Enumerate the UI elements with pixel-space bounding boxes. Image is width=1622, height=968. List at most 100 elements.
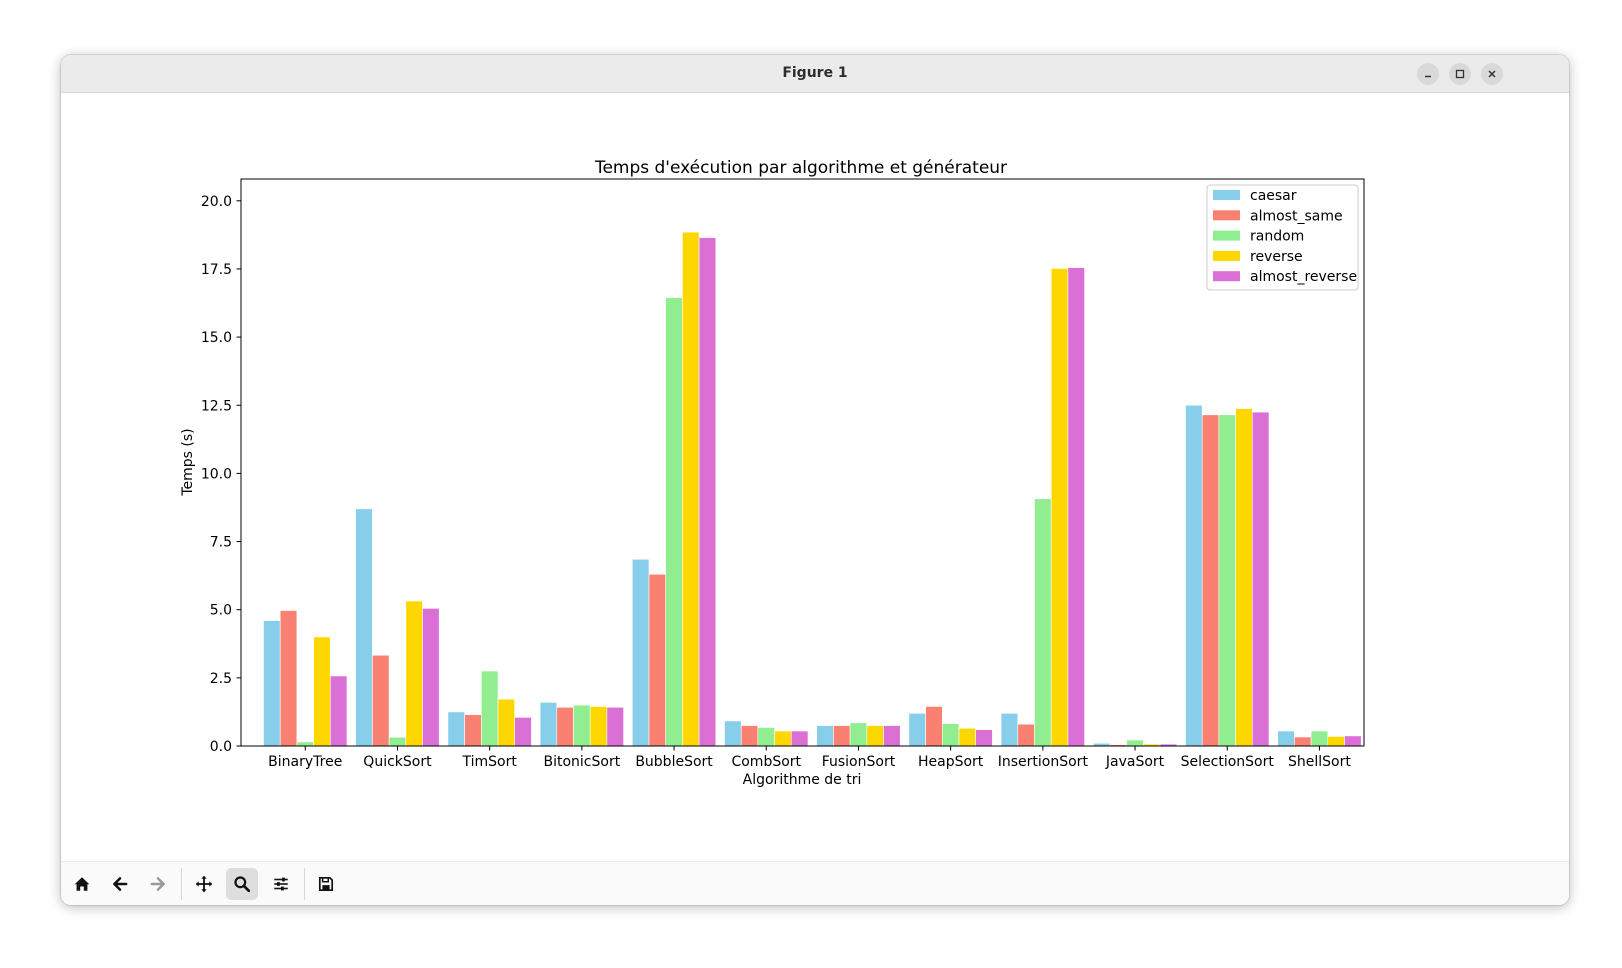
bar-caesar-InsertionSort bbox=[1000, 712, 1019, 747]
arrow-right-icon bbox=[150, 877, 165, 891]
bar-random-SelectionSort bbox=[1218, 414, 1236, 747]
y-tick-label: 2.5 bbox=[210, 671, 232, 687]
bar-almost_same-BitonicSort bbox=[556, 706, 574, 747]
axes-frame bbox=[240, 178, 1365, 747]
navigation-toolbar bbox=[61, 861, 1569, 905]
bar-reverse-SelectionSort bbox=[1235, 408, 1253, 747]
arrow-left-icon bbox=[113, 877, 128, 891]
x-tick-label: BinaryTree bbox=[268, 754, 342, 770]
bar-reverse-TimSort bbox=[497, 698, 516, 747]
bar-random-JavaSort bbox=[1126, 739, 1144, 747]
legend-swatch bbox=[1213, 210, 1240, 221]
bar-almost_same-HeapSort bbox=[925, 706, 943, 747]
bar-almost_reverse-BubbleSort bbox=[698, 237, 717, 747]
bar-almost_same-BinaryTree bbox=[279, 610, 298, 747]
bar-chart[interactable]: Temps d'exécution par algorithme et géné… bbox=[61, 93, 1569, 861]
title-bar[interactable]: Figure 1 bbox=[61, 55, 1569, 93]
bar-almost_reverse-HeapSort bbox=[975, 729, 993, 747]
bar-caesar-ShellSort bbox=[1277, 730, 1295, 747]
save-button[interactable] bbox=[310, 868, 342, 900]
bar-caesar-BitonicSort bbox=[539, 702, 558, 747]
y-tick-label: 7.5 bbox=[210, 535, 232, 551]
bar-almost_same-SelectionSort bbox=[1201, 414, 1220, 747]
y-tick-label: 12.5 bbox=[201, 398, 232, 414]
bar-reverse-ShellSort bbox=[1327, 736, 1345, 747]
y-ticks: 0.0 2.5 5.0 7.5 10.0 12.5 15.0 17.5 20.0 bbox=[201, 194, 241, 755]
forward-button[interactable] bbox=[142, 868, 174, 900]
y-tick-label: 10.0 bbox=[201, 466, 232, 482]
bar-caesar-BubbleSort bbox=[631, 558, 650, 747]
bar-almost_same-InsertionSort bbox=[1017, 723, 1035, 747]
home-button[interactable] bbox=[66, 868, 98, 900]
bar-caesar-FusionSort bbox=[816, 725, 834, 747]
x-tick-label: QuickSort bbox=[363, 754, 432, 770]
bar-almost_reverse-CombSort bbox=[790, 730, 809, 747]
bar-caesar-HeapSort bbox=[908, 712, 926, 747]
bar-random-TimSort bbox=[480, 670, 499, 747]
bar-caesar-SelectionSort bbox=[1185, 404, 1203, 747]
bar-almost_reverse-InsertionSort bbox=[1067, 267, 1085, 747]
window-title: Figure 1 bbox=[782, 65, 848, 81]
x-tick-label: BitonicSort bbox=[543, 754, 620, 770]
bar-random-FusionSort bbox=[849, 722, 868, 747]
close-icon bbox=[1488, 70, 1496, 78]
maximize-button[interactable] bbox=[1449, 63, 1471, 85]
bar-random-CombSort bbox=[757, 727, 775, 747]
bar-random-BubbleSort bbox=[665, 297, 683, 747]
bar-reverse-InsertionSort bbox=[1050, 268, 1069, 747]
bar-almost_same-ShellSort bbox=[1294, 736, 1312, 747]
bar-almost_same-FusionSort bbox=[833, 725, 851, 747]
bar-almost_reverse-ShellSort bbox=[1344, 735, 1362, 747]
pan-button[interactable] bbox=[188, 868, 220, 900]
figure-window: Figure 1 Temps d'exécution par algorithm… bbox=[61, 55, 1569, 905]
close-button[interactable] bbox=[1481, 63, 1503, 85]
bar-reverse-BitonicSort bbox=[589, 706, 608, 747]
bar-almost_same-BubbleSort bbox=[648, 573, 667, 747]
y-tick-label: 5.0 bbox=[210, 603, 232, 619]
sliders-icon bbox=[274, 877, 288, 891]
x-tick-label: ShellSort bbox=[1288, 754, 1351, 770]
legend-label: almost_reverse bbox=[1250, 269, 1357, 285]
bar-caesar-QuickSort bbox=[355, 508, 373, 747]
y-tick-label: 20.0 bbox=[201, 194, 232, 210]
maximize-icon bbox=[1455, 69, 1465, 79]
x-tick-label: JavaSort bbox=[1105, 754, 1165, 770]
bar-almost_reverse-QuickSort bbox=[422, 608, 440, 747]
x-tick-label: BubbleSort bbox=[635, 754, 713, 770]
bar-almost_same-CombSort bbox=[740, 725, 759, 747]
bar-random-BinaryTree bbox=[296, 741, 314, 747]
zoom-button[interactable] bbox=[226, 868, 258, 900]
bars-group bbox=[263, 231, 1362, 747]
x-tick-label: SelectionSort bbox=[1181, 754, 1275, 770]
legend-label: random bbox=[1250, 229, 1304, 245]
bar-reverse-QuickSort bbox=[405, 600, 423, 747]
bar-random-HeapSort bbox=[941, 723, 960, 747]
x-ticks: BinaryTree QuickSort TimSort BitonicSort Bub… bbox=[268, 746, 1351, 770]
legend-swatch bbox=[1213, 230, 1240, 241]
bar-almost_reverse-SelectionSort bbox=[1252, 411, 1270, 747]
bar-almost_same-TimSort bbox=[464, 714, 482, 747]
legend-label: reverse bbox=[1250, 249, 1303, 265]
bar-reverse-FusionSort bbox=[866, 725, 884, 747]
bar-almost_reverse-BinaryTree bbox=[329, 675, 348, 747]
x-tick-label: FusionSort bbox=[822, 754, 896, 770]
bar-reverse-HeapSort bbox=[958, 727, 977, 747]
plot-area[interactable]: Temps d'exécution par algorithme et géné… bbox=[61, 93, 1569, 861]
legend-box bbox=[1206, 184, 1359, 291]
x-tick-label: HeapSort bbox=[918, 754, 984, 770]
minimize-button[interactable] bbox=[1417, 63, 1439, 85]
y-axis-label: Temps (s) bbox=[180, 428, 196, 496]
configure-subplots-button[interactable] bbox=[265, 868, 297, 900]
bar-reverse-CombSort bbox=[774, 730, 792, 747]
move-icon bbox=[195, 875, 213, 893]
magnifier-icon bbox=[234, 876, 251, 893]
legend-swatch bbox=[1213, 271, 1240, 282]
bar-almost_reverse-FusionSort bbox=[883, 725, 901, 747]
back-button[interactable] bbox=[104, 868, 136, 900]
legend-swatch bbox=[1213, 190, 1240, 200]
bar-caesar-CombSort bbox=[724, 720, 742, 747]
x-axis-label: Algorithme de tri bbox=[743, 772, 862, 788]
y-tick-label: 0.0 bbox=[210, 739, 232, 755]
chart-title: Temps d'exécution par algorithme et géné… bbox=[594, 158, 1007, 178]
bar-almost_same-QuickSort bbox=[372, 654, 390, 747]
